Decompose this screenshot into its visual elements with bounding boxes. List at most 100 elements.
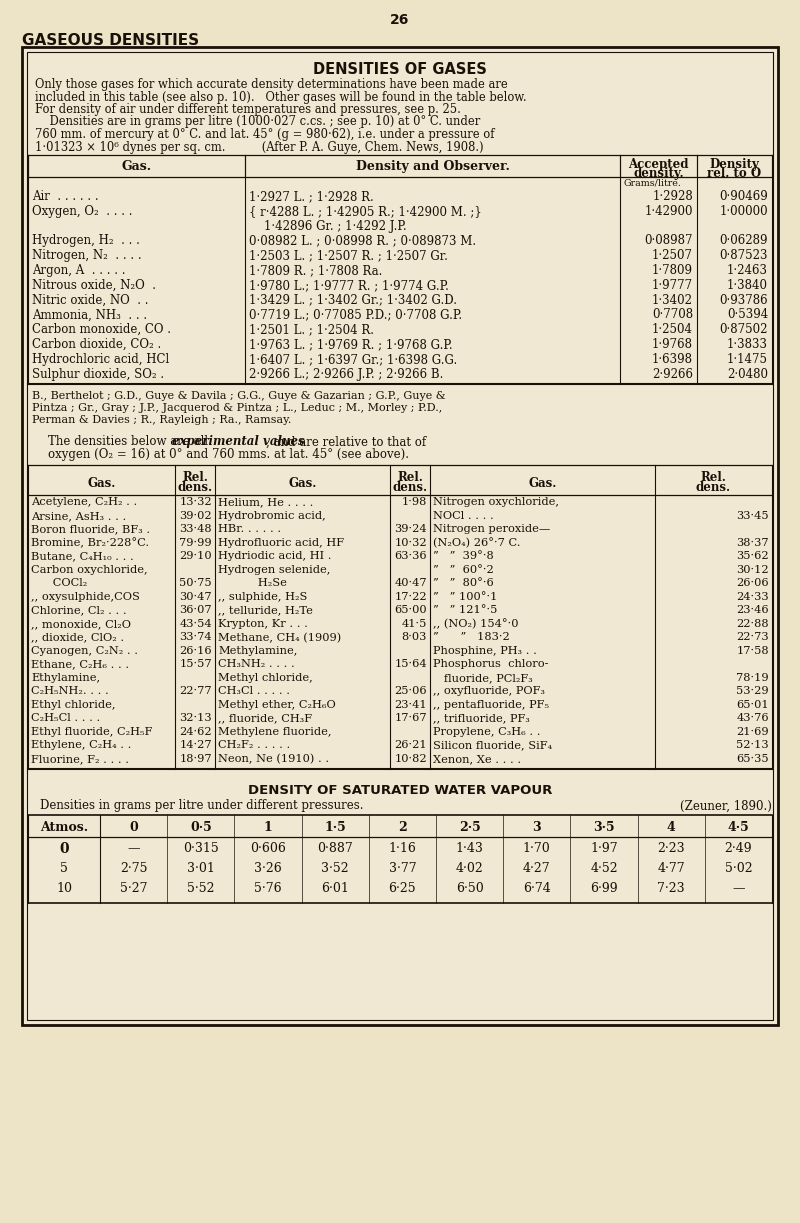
- Text: 6·99: 6·99: [590, 883, 618, 895]
- Text: density.: density.: [633, 168, 684, 180]
- Text: 1·2927 L. ; 1·2928 R.: 1·2927 L. ; 1·2928 R.: [249, 190, 374, 203]
- Text: 4·02: 4·02: [456, 862, 483, 876]
- Text: 65·35: 65·35: [736, 753, 769, 764]
- Text: 1·2503 L. ; 1·2507 R. ; 1·2507 Gr.: 1·2503 L. ; 1·2507 R. ; 1·2507 Gr.: [249, 249, 448, 262]
- Text: 0·87502: 0·87502: [719, 323, 768, 336]
- Text: —: —: [127, 843, 140, 855]
- Text: Xenon, Xe . . . .: Xenon, Xe . . . .: [433, 753, 521, 764]
- Text: Perman & Davies ; R., Rayleigh ; Ra., Ramsay.: Perman & Davies ; R., Rayleigh ; Ra., Ra…: [32, 416, 291, 426]
- Text: 3·77: 3·77: [389, 862, 416, 876]
- Text: 36·07: 36·07: [179, 605, 212, 615]
- Text: 33·74: 33·74: [179, 632, 212, 642]
- Text: 23·41: 23·41: [394, 700, 427, 709]
- Text: 1·3840: 1·3840: [727, 279, 768, 292]
- Text: 0·08982 L. ; 0·08998 R. ; 0·089873 M.: 0·08982 L. ; 0·08998 R. ; 0·089873 M.: [249, 235, 476, 247]
- Text: ,, trifluoride, PF₃: ,, trifluoride, PF₃: [433, 713, 530, 723]
- Text: Nitrogen oxychloride,: Nitrogen oxychloride,: [433, 498, 559, 508]
- Text: Gas.: Gas.: [122, 160, 151, 172]
- Text: 10·82: 10·82: [394, 753, 427, 764]
- Text: 5·27: 5·27: [120, 883, 147, 895]
- Bar: [27, 53, 773, 1020]
- Text: 22·77: 22·77: [179, 686, 212, 696]
- Text: Atmos.: Atmos.: [40, 822, 88, 834]
- Text: oxygen (O₂ = 16) at 0° and 760 mms. at lat. 45° (see above).: oxygen (O₂ = 16) at 0° and 760 mms. at l…: [48, 449, 409, 461]
- Text: Chlorine, Cl₂ . . .: Chlorine, Cl₂ . . .: [31, 605, 126, 615]
- Text: 30·12: 30·12: [736, 565, 769, 575]
- Text: 21·69: 21·69: [736, 726, 769, 737]
- Text: Methylene fluoride,: Methylene fluoride,: [218, 726, 331, 737]
- Text: 1·3833: 1·3833: [727, 338, 768, 351]
- Text: Phosphine, PH₃ . .: Phosphine, PH₃ . .: [433, 646, 537, 656]
- Text: 79·99: 79·99: [179, 538, 212, 548]
- Text: 0·08987: 0·08987: [645, 235, 693, 247]
- Text: Pintza ; Gr., Gray ; J.P., Jacquerod & Pintza ; L., Leduc ; M., Morley ; P.D.,: Pintza ; Gr., Gray ; J.P., Jacquerod & P…: [32, 404, 442, 413]
- Text: Carbon dioxide, CO₂ .: Carbon dioxide, CO₂ .: [32, 338, 162, 351]
- Text: 40·47: 40·47: [394, 578, 427, 588]
- Text: 41·5: 41·5: [402, 619, 427, 629]
- Text: Propylene, C₃H₆ . .: Propylene, C₃H₆ . .: [433, 726, 541, 737]
- Text: 2·49: 2·49: [725, 843, 752, 855]
- Text: 50·75: 50·75: [179, 578, 212, 588]
- Text: 43·54: 43·54: [179, 619, 212, 629]
- Text: 1·42900: 1·42900: [645, 204, 693, 218]
- Text: Rel.: Rel.: [182, 471, 208, 484]
- Text: 6·74: 6·74: [523, 883, 550, 895]
- Text: COCl₂: COCl₂: [31, 578, 87, 588]
- Text: 1·97: 1·97: [590, 843, 618, 855]
- Text: Hydrobromic acid,: Hydrobromic acid,: [218, 511, 326, 521]
- Text: Oxygen, O₂  . . . .: Oxygen, O₂ . . . .: [32, 204, 133, 218]
- Text: The densities below are all: The densities below are all: [48, 435, 212, 449]
- Text: Nitric oxide, NO  . .: Nitric oxide, NO . .: [32, 294, 149, 307]
- Text: ,, pentafluoride, PF₅: ,, pentafluoride, PF₅: [433, 700, 549, 709]
- Text: 0: 0: [130, 822, 138, 834]
- Text: 1·2507: 1·2507: [652, 249, 693, 262]
- Text: 0·7708: 0·7708: [652, 308, 693, 322]
- Text: For density of air under different temperatures and pressures, see p. 25.: For density of air under different tempe…: [35, 103, 461, 116]
- Text: 3·01: 3·01: [187, 862, 214, 876]
- Text: Silicon fluoride, SiF₄: Silicon fluoride, SiF₄: [433, 740, 552, 751]
- Text: 26: 26: [390, 13, 410, 27]
- Text: 0·7719 L.; 0·77085 P.D.; 0·7708 G.P.: 0·7719 L.; 0·77085 P.D.; 0·7708 G.P.: [249, 308, 462, 322]
- Text: 33·45: 33·45: [736, 511, 769, 521]
- Text: Density and Observer.: Density and Observer.: [355, 160, 510, 172]
- Text: 10: 10: [56, 883, 72, 895]
- Text: 6·25: 6·25: [389, 883, 416, 895]
- Text: 39·24: 39·24: [394, 525, 427, 534]
- Text: DENSITY OF SATURATED WATER VAPOUR: DENSITY OF SATURATED WATER VAPOUR: [248, 784, 552, 797]
- Text: ,, monoxide, Cl₂O: ,, monoxide, Cl₂O: [31, 619, 131, 629]
- Text: 78·19: 78·19: [736, 673, 769, 682]
- Text: Ethylamine,: Ethylamine,: [31, 673, 100, 682]
- Text: 3·52: 3·52: [322, 862, 349, 876]
- Text: —: —: [732, 883, 745, 895]
- Text: 43·76: 43·76: [736, 713, 769, 723]
- Text: 52·13: 52·13: [736, 740, 769, 751]
- Text: 63·36: 63·36: [394, 552, 427, 561]
- Text: 1·2463: 1·2463: [727, 264, 768, 276]
- Text: Nitrous oxide, N₂O  .: Nitrous oxide, N₂O .: [32, 279, 156, 292]
- Text: 0·90469: 0·90469: [719, 190, 768, 203]
- Text: ”      ”   183·2: ” ” 183·2: [433, 632, 510, 642]
- Text: 22·73: 22·73: [736, 632, 769, 642]
- Text: Ethyl fluoride, C₂H₅F: Ethyl fluoride, C₂H₅F: [31, 726, 153, 737]
- Text: 33·48: 33·48: [179, 525, 212, 534]
- Text: dens.: dens.: [696, 482, 731, 494]
- Text: 2·9266: 2·9266: [652, 368, 693, 380]
- Text: 25·06: 25·06: [394, 686, 427, 696]
- Text: Densities are in grams per litre (1000·027 c.cs. ; see p. 10) at 0° C. under: Densities are in grams per litre (1000·0…: [35, 115, 480, 128]
- Text: 1·9763 L. ; 1·9769 R. ; 1·9768 G.P.: 1·9763 L. ; 1·9769 R. ; 1·9768 G.P.: [249, 338, 453, 351]
- Text: 1·00000: 1·00000: [719, 204, 768, 218]
- Text: H₂Se: H₂Se: [218, 578, 287, 588]
- Text: 1·7809 R. ; 1·7808 Ra.: 1·7809 R. ; 1·7808 Ra.: [249, 264, 382, 276]
- Text: 1·6398: 1·6398: [652, 352, 693, 366]
- Text: 4·5: 4·5: [727, 822, 750, 834]
- Text: NOCl . . . .: NOCl . . . .: [433, 511, 494, 521]
- Text: 26·06: 26·06: [736, 578, 769, 588]
- Text: Accepted: Accepted: [628, 158, 689, 171]
- Text: 5·52: 5·52: [187, 883, 214, 895]
- Text: 6·50: 6·50: [456, 883, 483, 895]
- Text: , and are relative to that of: , and are relative to that of: [266, 435, 426, 449]
- Text: 1·16: 1·16: [389, 843, 416, 855]
- Text: Krypton, Kr . . .: Krypton, Kr . . .: [218, 619, 308, 629]
- Text: ,, oxyfluoride, POF₃: ,, oxyfluoride, POF₃: [433, 686, 545, 696]
- Text: Densities in grams per litre under different pressures.: Densities in grams per litre under diffe…: [40, 800, 363, 812]
